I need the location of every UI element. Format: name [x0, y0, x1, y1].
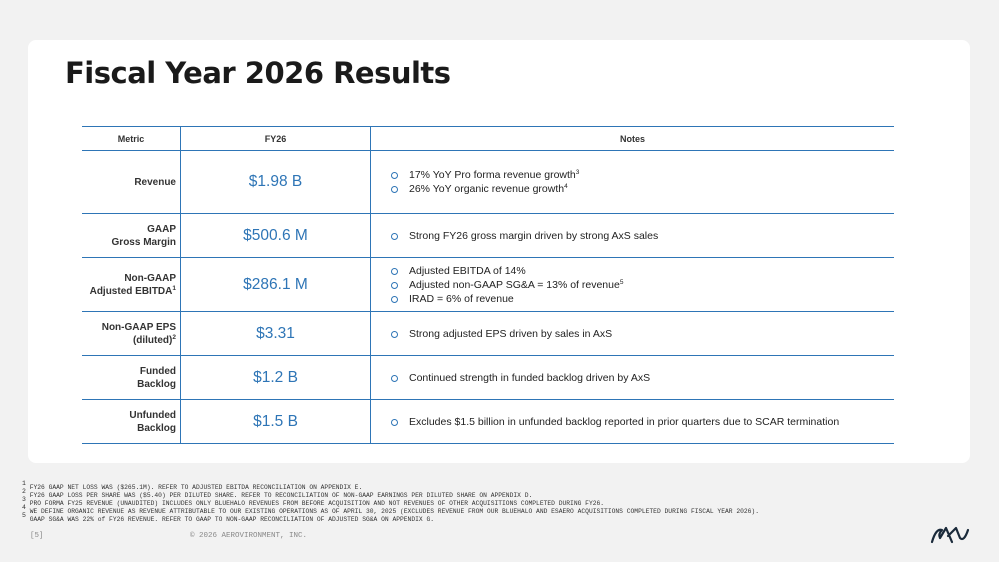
copyright: © 2026 AEROVIRONMENT, INC.: [190, 532, 308, 540]
metric-line: Backlog: [82, 378, 176, 391]
metric-text: (diluted): [132, 334, 173, 346]
footnote: 1 FY26 GAAP NET LOSS WAS ($265.1M). REFE…: [22, 480, 759, 492]
note-item: Strong adjusted EPS driven by sales in A…: [391, 327, 894, 341]
metric-line: Adjusted EBITDA1: [82, 285, 176, 298]
metric-line: (diluted)2: [82, 334, 176, 347]
metric-text: Funded: [139, 365, 176, 377]
superscript: 1: [172, 284, 176, 292]
footnote: 4 WE DEFINE ORGANIC REVENUE AS REVENUE A…: [22, 505, 759, 516]
footnote-text: FY26 GAAP NET LOSS WAS ($265.1M). REFER …: [29, 484, 363, 491]
footnote-text: WE DEFINE ORGANIC REVENUE AS REVENUE ATT…: [29, 508, 759, 516]
note-item: 26% YoY organic revenue growth4: [391, 182, 894, 196]
column-header: Metric: [82, 126, 181, 151]
metric-text: Backlog: [137, 378, 176, 390]
footnote-text: GAAP SG&A WAS 22% of FY26 REVENUE. REFER…: [29, 516, 435, 524]
footnote-text: PRO FORMA FY25 REVENUE (UNAUDITED) INCLU…: [29, 500, 605, 508]
results-table: Metric FY26 Notes Revenue $1.98 B 17% YoY Pr…: [82, 126, 894, 444]
column-header: FY26: [180, 126, 371, 151]
table-body: Revenue $1.98 B 17% YoY Pro forma revenue …: [82, 150, 894, 444]
metric-cell: Funded Backlog: [82, 355, 181, 400]
note-text: IRAD = 6% of revenue: [409, 292, 514, 305]
note-text: Adjusted EBITDA of 14%: [409, 264, 526, 277]
notes-cell: Adjusted EBITDA of 14% Adjusted non-GAAP …: [370, 257, 894, 312]
note-text: Strong FY26 gross margin driven by stron…: [409, 229, 659, 242]
metric-text: Adjusted EBITDA: [89, 285, 173, 297]
footnote-number: 5: [22, 512, 26, 520]
superscript: 5: [619, 278, 624, 286]
metric-text: GAAP: [147, 223, 176, 235]
footnote-number: 4: [22, 504, 26, 512]
table-row: Non-GAAP Adjusted EBITDA1 $286.1 M Adjusted…: [82, 257, 894, 312]
header-row: Metric FY26 Notes: [82, 126, 894, 151]
metric-line: GAAP: [82, 223, 176, 236]
notes-cell: Strong FY26 gross margin driven by stron…: [370, 213, 894, 258]
superscript: 4: [564, 183, 568, 190]
notes-cell: 17% YoY Pro forma revenue growth3 26% YoY…: [370, 150, 894, 214]
value-cell: $3.31: [180, 311, 371, 356]
table-row: Funded Backlog $1.2 B Continued strength in…: [82, 355, 894, 400]
value-cell: $1.98 B: [180, 150, 371, 214]
note-text: Adjusted non-GAAP SG&A = 13% of revenue: [409, 278, 620, 291]
content-card: Fiscal Year 2026 Results Metric FY26 Notes…: [28, 40, 970, 463]
superscript: 3: [575, 169, 580, 176]
notes-cell: Strong adjusted EPS driven by sales in A…: [370, 311, 894, 356]
note-text: 26% YoY organic revenue growth: [409, 183, 565, 195]
table-row: Non-GAAP EPS (diluted)2 $3.31 Strong adjust…: [82, 311, 894, 356]
metric-line: Gross Margin: [82, 236, 176, 249]
note-text: Strong adjusted EPS driven by sales in A…: [409, 327, 613, 340]
note-item: Adjusted EBITDA of 14%: [391, 264, 894, 278]
notes-cell: Excludes $1.5 billion in unfunded backlo…: [370, 399, 894, 444]
note-item: Strong FY26 gross margin driven by stron…: [391, 229, 894, 243]
metric-cell: GAAP Gross Margin: [82, 213, 181, 258]
note-text: Excludes $1.5 billion in unfunded backlo…: [409, 415, 840, 428]
page-number: [5]: [30, 532, 44, 540]
footnote-text: FY26 GAAP LOSS PER SHARE WAS ($5.40) PER…: [29, 492, 533, 500]
footnote-number: 2: [22, 488, 26, 496]
note-text: Continued strength in funded backlog dri…: [409, 371, 651, 384]
note-item: 17% YoY Pro forma revenue growth3: [391, 168, 894, 182]
metric-cell: Revenue: [82, 150, 181, 214]
note-text: 17% YoY Pro forma revenue growth: [409, 169, 576, 181]
metric-line: Unfunded: [82, 409, 176, 422]
metric-line: Funded: [82, 365, 176, 378]
metric-text: Non-GAAP EPS: [101, 321, 176, 333]
metric-line: Backlog: [82, 422, 176, 435]
metric-line: Revenue: [82, 176, 176, 189]
note-item: Continued strength in funded backlog dri…: [391, 371, 894, 385]
table-row: GAAP Gross Margin $500.6 M Strong FY26 gros…: [82, 213, 894, 258]
superscript: 2: [172, 333, 176, 341]
metric-cell: Non-GAAP EPS (diluted)2: [82, 311, 181, 356]
footnote: 3 PRO FORMA FY25 REVENUE (UNAUDITED) INC…: [22, 496, 759, 508]
footnote: 2 FY26 GAAP LOSS PER SHARE WAS ($5.40) P…: [22, 488, 759, 500]
footnote-number: 3: [22, 496, 26, 504]
company-logo: [930, 526, 970, 544]
footnote-number: 1: [22, 480, 26, 487]
metric-text: Revenue: [134, 176, 176, 188]
metric-cell: Non-GAAP Adjusted EBITDA1: [82, 257, 181, 312]
note-item: IRAD = 6% of revenue: [391, 292, 894, 306]
metric-text: Backlog: [137, 422, 176, 434]
table-row: Unfunded Backlog $1.5 B Excludes $1.5 billi…: [82, 399, 894, 444]
table-row: Revenue $1.98 B 17% YoY Pro forma revenue …: [82, 150, 894, 214]
metric-cell: Unfunded Backlog: [82, 399, 181, 444]
metric-text: Non-GAAP: [124, 272, 176, 284]
footnotes: 1 FY26 GAAP NET LOSS WAS ($265.1M). REFE…: [22, 480, 759, 524]
value-cell: $1.2 B: [180, 355, 371, 400]
metric-line: Non-GAAP: [82, 272, 176, 285]
metric-text: Gross Margin: [111, 236, 176, 248]
notes-cell: Continued strength in funded backlog dri…: [370, 355, 894, 400]
slide-title: Fiscal Year 2026 Results: [65, 56, 451, 90]
value-cell: $286.1 M: [180, 257, 371, 312]
note-item: Adjusted non-GAAP SG&A = 13% of revenue5: [391, 278, 894, 292]
value-cell: $500.6 M: [180, 213, 371, 258]
metric-text: Unfunded: [129, 409, 176, 421]
metric-line: Non-GAAP EPS: [82, 321, 176, 334]
column-header: Notes: [370, 126, 894, 151]
value-cell: $1.5 B: [180, 399, 371, 444]
note-item: Excludes $1.5 billion in unfunded backlo…: [391, 415, 894, 429]
footnote: 5 GAAP SG&A WAS 22% of FY26 REVENUE. REF…: [22, 513, 759, 524]
